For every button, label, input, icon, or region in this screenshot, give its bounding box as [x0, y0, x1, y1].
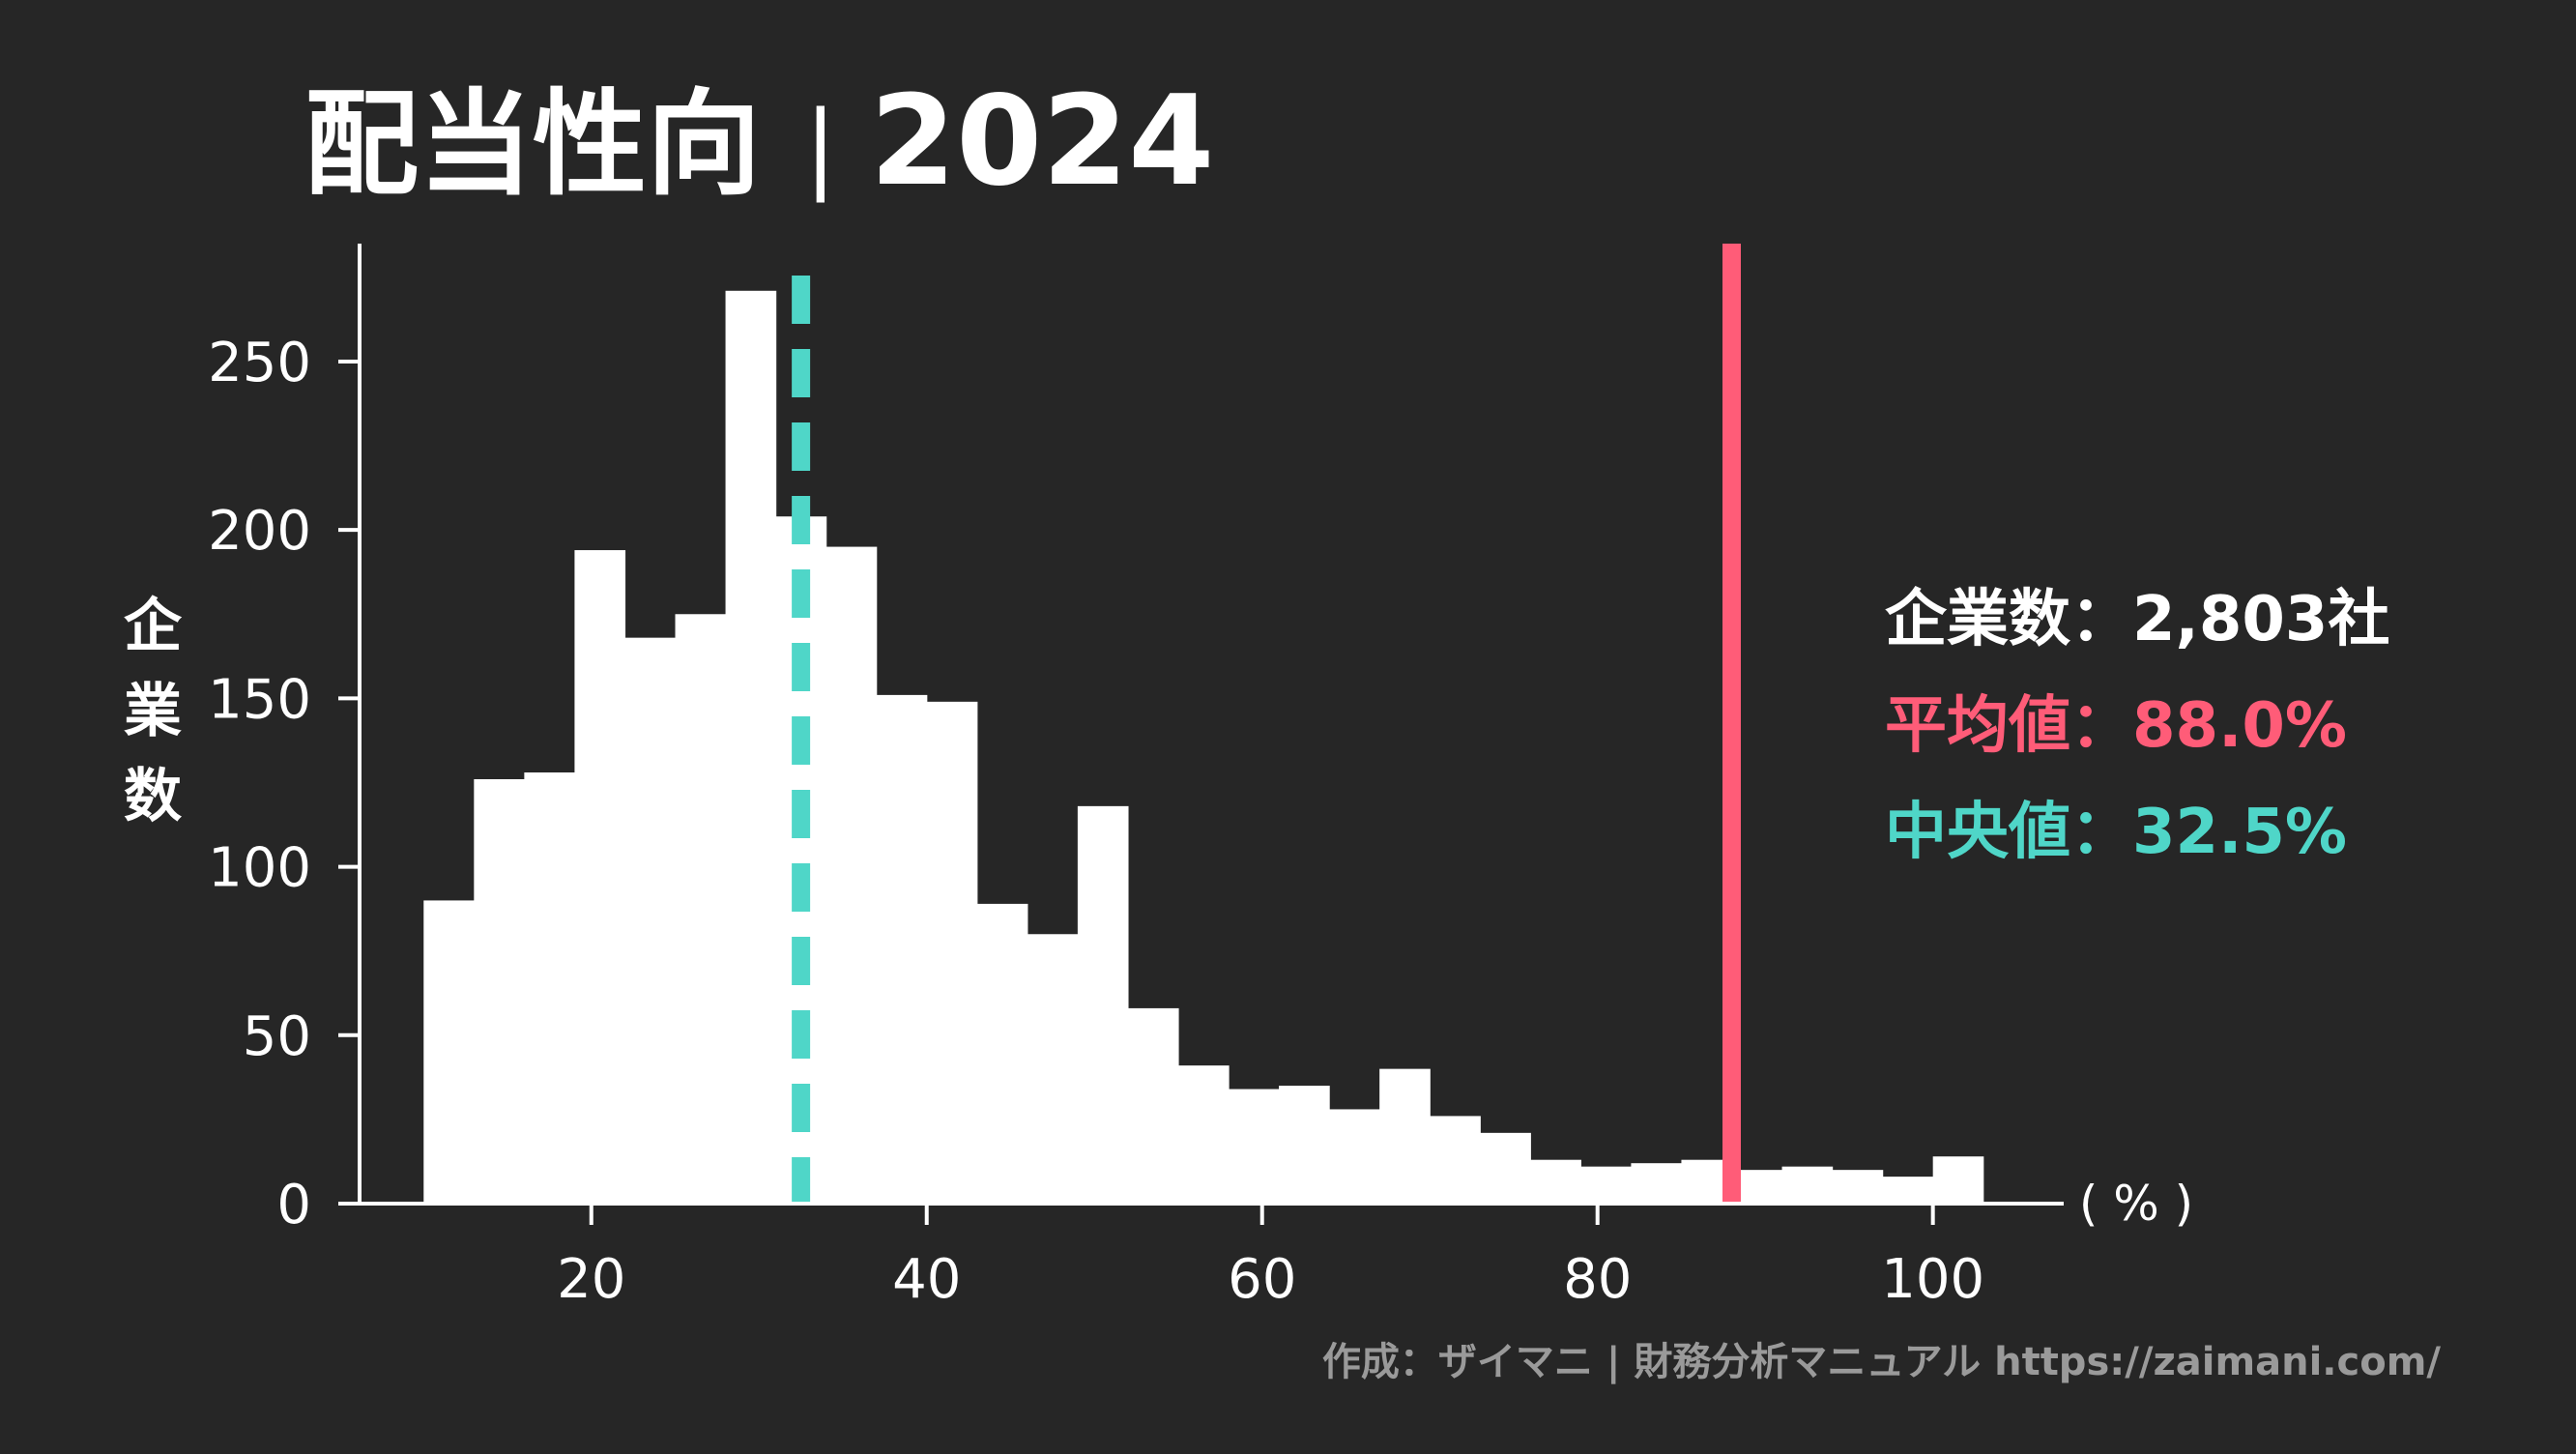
histogram-bar — [1077, 805, 1129, 1204]
y-tick-label: 0 — [276, 1174, 311, 1236]
histogram-bar — [1832, 1170, 1884, 1204]
chart-year: 2024 — [870, 70, 1214, 214]
histogram-bar — [474, 778, 525, 1204]
median-label: 中央値 — [1885, 797, 2070, 868]
histogram-bar — [1430, 1116, 1481, 1204]
count-separator: ： — [2070, 584, 2132, 655]
histogram-bar — [825, 546, 878, 1204]
histogram-bar — [624, 637, 677, 1204]
histogram-bar — [1379, 1068, 1431, 1204]
histogram-bar — [574, 550, 626, 1204]
histogram-bar — [1027, 934, 1079, 1204]
histogram-bar — [725, 290, 777, 1205]
x-tick-label: 40 — [892, 1248, 961, 1311]
x-tick-label: 100 — [1881, 1248, 1984, 1311]
x-tick-label: 80 — [1563, 1248, 1632, 1311]
histogram-bar — [1480, 1132, 1531, 1204]
histogram-bar — [926, 701, 978, 1204]
histogram-bar — [976, 903, 1028, 1204]
median-value: 32.5% — [2132, 797, 2347, 868]
y-axis-label-char: 業 — [124, 678, 182, 745]
y-axis-label-char: 数 — [124, 763, 182, 830]
histogram-bar — [524, 772, 576, 1204]
x-tick-label: 60 — [1228, 1248, 1296, 1311]
histogram-bar — [1932, 1156, 1984, 1204]
mean-label: 平均値 — [1885, 690, 2070, 762]
x-axis-unit: ( % ) — [2079, 1176, 2193, 1232]
credit-text: 作成：ザイマニ | 財務分析マニュアル https://zaimani.com/ — [1322, 1340, 2441, 1385]
histogram-bar — [1127, 1007, 1179, 1204]
count-value: 2,803社 — [2132, 584, 2389, 655]
y-tick-label: 100 — [208, 837, 311, 900]
mean-value: 88.0% — [2132, 690, 2347, 762]
axis-layer: 0 50 100 150 200 250 20 40 60 80 100 — [208, 244, 2064, 1311]
histogram-bar — [1229, 1089, 1280, 1204]
chart-title: 配当性向 — [304, 77, 761, 211]
histogram-bar — [1631, 1163, 1683, 1204]
histogram-bar — [1329, 1109, 1380, 1204]
stats-block: 企業数：2,803社 平均値：88.0% 中央値：32.5% — [1885, 584, 2389, 868]
histogram-bar — [876, 694, 928, 1204]
reference-lines-layer — [792, 244, 1741, 1204]
histogram-bar — [1530, 1159, 1581, 1204]
y-axis-label: 企業数 — [124, 593, 183, 830]
x-tick-label: 20 — [557, 1248, 625, 1311]
histogram-bar — [423, 900, 475, 1204]
mean-stat: 平均値：88.0% — [1885, 690, 2347, 762]
histogram-bar — [1279, 1086, 1330, 1204]
histogram-bar — [1781, 1166, 1834, 1204]
y-tick-label: 200 — [208, 500, 311, 563]
mean-separator: ： — [2070, 690, 2132, 762]
histogram-bar — [1580, 1166, 1632, 1204]
median-separator: ： — [2070, 797, 2132, 868]
bars-layer — [423, 290, 1984, 1205]
title-separator: | — [804, 90, 837, 203]
histogram-bar — [1882, 1177, 1934, 1204]
median-stat: 中央値：32.5% — [1885, 797, 2347, 868]
y-tick-label: 150 — [208, 668, 311, 731]
count-stat: 企業数：2,803社 — [1885, 584, 2389, 655]
histogram-bar — [1177, 1065, 1230, 1204]
y-tick-label: 250 — [208, 332, 311, 394]
count-label: 企業数 — [1885, 584, 2070, 655]
histogram-bar — [675, 614, 727, 1204]
y-tick-label: 50 — [243, 1005, 311, 1068]
y-axis-label-char: 企 — [124, 593, 183, 660]
